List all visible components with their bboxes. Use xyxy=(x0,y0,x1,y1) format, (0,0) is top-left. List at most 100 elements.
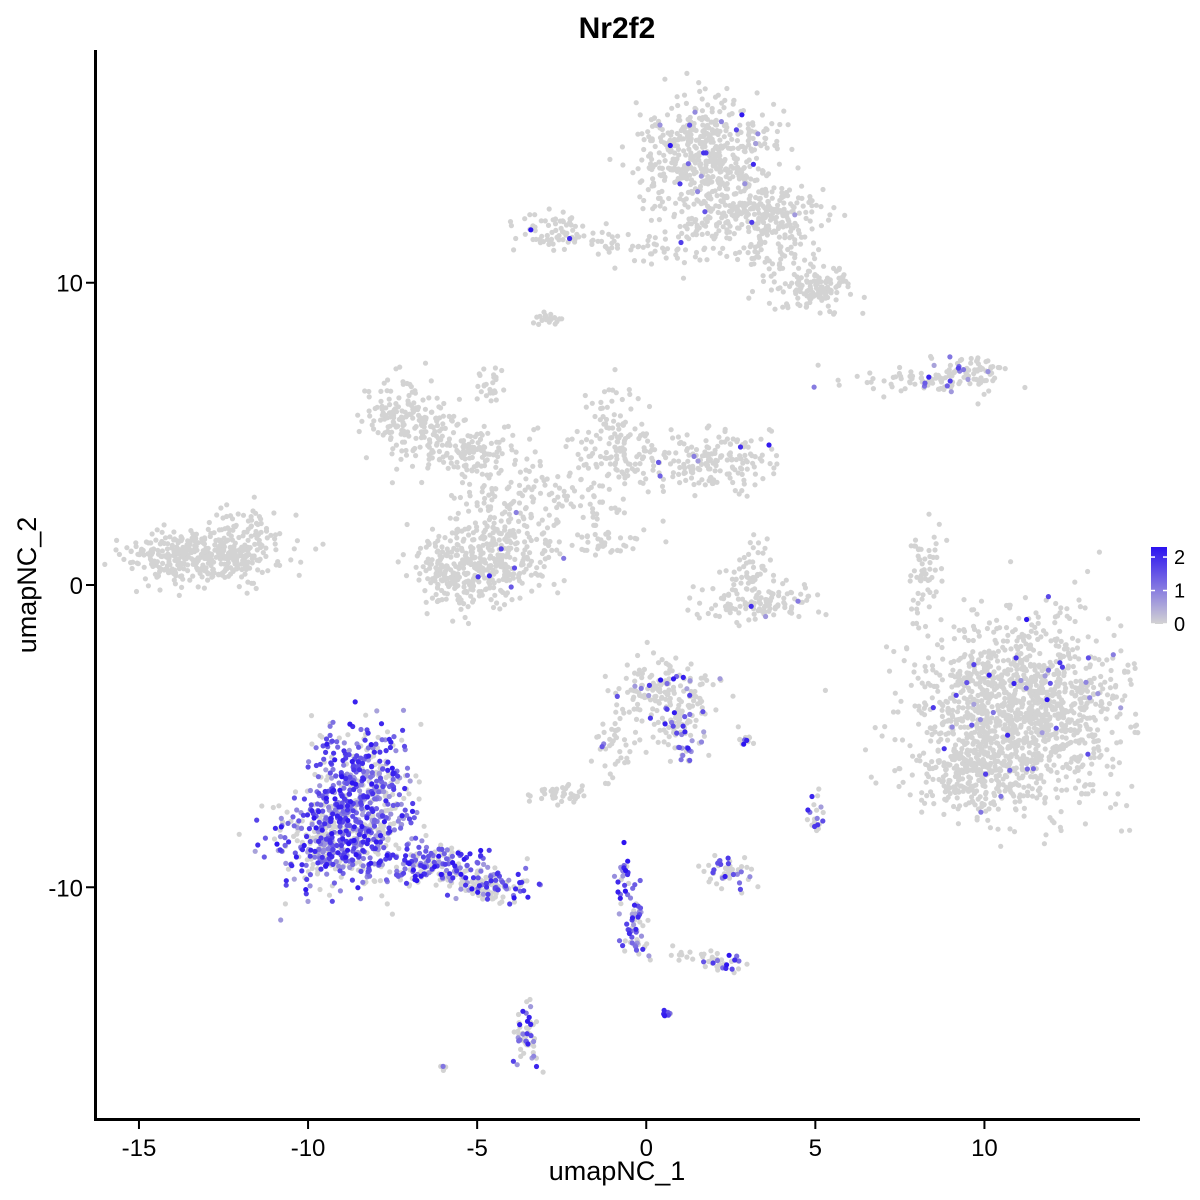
cell-point xyxy=(216,538,222,544)
cell-point xyxy=(1106,701,1113,707)
cell-point xyxy=(446,413,452,419)
cell-point xyxy=(724,253,730,259)
cell-point xyxy=(681,148,687,154)
cell-point xyxy=(738,189,744,195)
cell-point xyxy=(218,505,224,511)
cell-point xyxy=(145,540,151,546)
cell-point xyxy=(732,191,738,197)
cell-point xyxy=(185,538,191,544)
cell-point xyxy=(923,761,929,768)
cell-point xyxy=(1076,597,1082,603)
cell-point xyxy=(621,710,627,716)
cell-point xyxy=(656,159,662,165)
cell-point xyxy=(746,228,752,235)
cell-point xyxy=(652,248,658,254)
cell-point xyxy=(504,504,510,510)
cell-point xyxy=(102,561,108,568)
cell-point xyxy=(797,241,804,247)
cell-point xyxy=(946,780,952,786)
cell-point xyxy=(640,206,646,212)
cell-point xyxy=(418,429,424,435)
cell-point xyxy=(979,686,985,693)
cell-point xyxy=(264,535,270,541)
cell-point xyxy=(555,474,561,480)
cell-point xyxy=(801,291,807,297)
cell-point xyxy=(1072,579,1078,585)
cell-point xyxy=(480,542,486,548)
cell-point xyxy=(883,644,890,650)
cell-point xyxy=(534,565,540,571)
cell-point xyxy=(448,567,454,573)
cell-point xyxy=(959,776,966,782)
cell-point xyxy=(916,546,922,552)
cell-point xyxy=(363,455,369,461)
cell-point xyxy=(934,684,940,690)
cell-point xyxy=(979,711,985,717)
cell-point xyxy=(916,707,922,713)
cell-point xyxy=(528,514,535,520)
cell-point xyxy=(511,461,518,467)
cell-point xyxy=(1068,707,1074,713)
cell-point xyxy=(614,245,621,251)
cell-point xyxy=(172,581,178,587)
cell-point xyxy=(466,532,472,538)
cell-point xyxy=(390,446,396,452)
cell-point xyxy=(735,470,741,476)
cell-point xyxy=(926,511,932,517)
cell-point xyxy=(481,423,487,429)
cell-point xyxy=(670,435,676,441)
cell-point xyxy=(1076,799,1082,806)
cell-point xyxy=(465,570,471,576)
cell-point xyxy=(490,524,496,531)
cell-point xyxy=(779,194,785,201)
cell-point xyxy=(606,530,612,536)
cell-point xyxy=(1079,764,1085,770)
cell-point xyxy=(1040,688,1046,695)
cell-point xyxy=(774,138,780,144)
cell-point xyxy=(288,557,294,563)
cell-point xyxy=(956,627,962,633)
cell-point xyxy=(718,595,725,601)
cell-point xyxy=(403,447,409,454)
cell-point xyxy=(919,680,925,686)
cell-point xyxy=(210,573,216,579)
cell-point xyxy=(400,419,406,425)
cell-point xyxy=(491,585,497,591)
cell-point xyxy=(484,523,490,529)
cell-point xyxy=(727,223,733,229)
cell-point xyxy=(718,454,724,460)
cell-point xyxy=(777,245,783,251)
cell-point xyxy=(1063,642,1069,648)
cell-point xyxy=(441,459,447,465)
cell-point xyxy=(454,535,460,541)
cell-point xyxy=(1010,629,1016,635)
cell-point xyxy=(425,465,431,471)
cell-point xyxy=(448,492,455,499)
cell-point xyxy=(1089,761,1095,767)
cell-point xyxy=(786,187,793,193)
cell-point xyxy=(477,507,484,513)
cell-point xyxy=(1095,727,1101,733)
cell-point xyxy=(1110,756,1116,762)
cell-point xyxy=(751,211,758,217)
cell-point xyxy=(495,454,501,460)
cell-point xyxy=(675,234,682,240)
cell-point xyxy=(455,464,461,470)
cell-point xyxy=(450,618,456,624)
cell-point xyxy=(682,202,688,208)
cell-point xyxy=(251,494,257,500)
cell-point xyxy=(650,206,656,212)
cell-point xyxy=(741,165,747,171)
cell-point xyxy=(715,153,721,159)
cell-point xyxy=(548,311,554,317)
cell-point xyxy=(747,244,753,250)
cell-point xyxy=(684,432,690,438)
cell-point xyxy=(294,538,300,544)
cell-point xyxy=(165,541,171,547)
cell-point xyxy=(910,597,916,603)
cell-point xyxy=(974,367,980,373)
cell-point xyxy=(1053,786,1059,792)
cell-point xyxy=(759,112,766,118)
cell-point xyxy=(1054,769,1060,776)
cell-point xyxy=(729,456,736,462)
